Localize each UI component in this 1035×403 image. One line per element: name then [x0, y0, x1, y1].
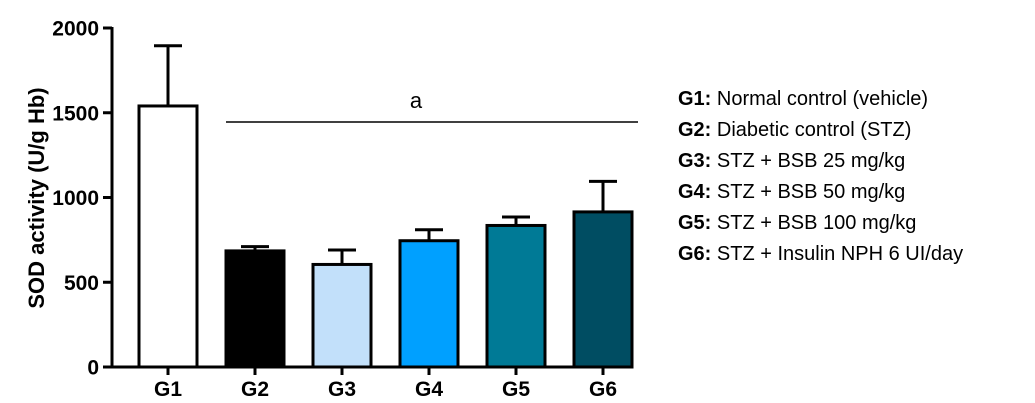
- legend-text: STZ + BSB 100 mg/kg: [711, 212, 917, 234]
- legend-item-6: G6: STZ + Insulin NPH 6 UI/day: [678, 239, 963, 270]
- bar-G3: [311, 262, 373, 369]
- legend-key: G3:: [678, 150, 712, 172]
- legend-item-2: G2: Diabetic control (STZ): [678, 115, 963, 146]
- y-tick-label-1000: 1000: [52, 187, 99, 210]
- x-tick-label-G2: G2: [241, 378, 269, 401]
- legend: G1: Normal control (vehicle) G2: Diabetic…: [678, 84, 963, 270]
- bar-G4: [398, 239, 460, 369]
- legend-key: G2:: [678, 119, 712, 141]
- y-tick-label-500: 500: [64, 272, 99, 295]
- legend-text: STZ + BSB 50 mg/kg: [711, 181, 906, 203]
- y-axis-title: SOD activity (U/g Hb): [24, 87, 49, 308]
- x-tick-label-G4: G4: [415, 378, 443, 401]
- legend-text: STZ + BSB 25 mg/kg: [711, 150, 906, 172]
- legend-key: G5:: [678, 212, 712, 234]
- legend-text: STZ + Insulin NPH 6 UI/day: [711, 243, 964, 265]
- y-tick-label-2000: 2000: [52, 18, 99, 41]
- legend-items: G1: Normal control (vehicle) G2: Diabetic…: [678, 84, 963, 270]
- labels-layer: G1 G2 G3 G4 G5 G6 0 500 1000 1500 2000 a: [52, 18, 638, 401]
- y-tick-label-1500: 1500: [52, 102, 99, 125]
- x-tick-label-G6: G6: [589, 378, 617, 401]
- legend-key: G6:: [678, 243, 712, 265]
- x-tick-label-G5: G5: [502, 378, 530, 401]
- bar-G5: [485, 223, 547, 369]
- legend-item-4: G4: STZ + BSB 50 mg/kg: [678, 177, 963, 208]
- legend-key: G1:: [678, 88, 712, 110]
- bar-G2: [224, 249, 286, 369]
- bar-G6: [572, 210, 634, 369]
- legend-item-1: G1: Normal control (vehicle): [678, 84, 963, 115]
- y-tick-label-0: 0: [87, 357, 99, 380]
- legend-item-5: G5: STZ + BSB 100 mg/kg: [678, 208, 963, 239]
- legend-text: Diabetic control (STZ): [711, 119, 912, 141]
- legend-key: G4:: [678, 181, 712, 203]
- significance-label: a: [410, 88, 423, 113]
- legend-text: Normal control (vehicle): [711, 88, 929, 110]
- bars-layer: [137, 44, 634, 369]
- x-tick-label-G3: G3: [328, 378, 356, 401]
- bar-G1: [137, 104, 199, 369]
- x-tick-label-G1: G1: [154, 378, 182, 401]
- axes-layer: [103, 26, 630, 375]
- legend-item-3: G3: STZ + BSB 25 mg/kg: [678, 146, 963, 177]
